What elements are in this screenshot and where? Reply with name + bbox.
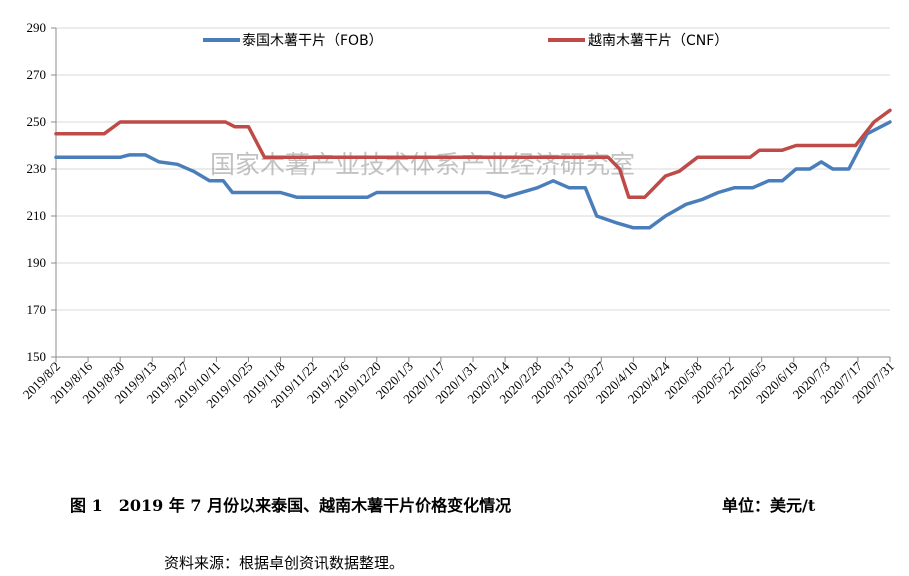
- unit-label: 单位：美元/t: [722, 496, 816, 515]
- y-tick-label: 250: [27, 114, 47, 129]
- legend-label-thailand: 泰国木薯干片（FOB）: [242, 33, 383, 49]
- watermark: 国家木薯产业技术体系产业经济研究室: [210, 150, 635, 179]
- y-axis-ticks: 150 170 190 210 230 250 270 290: [27, 20, 56, 364]
- legend-label-vietnam: 越南木薯干片（CNF）: [588, 33, 728, 49]
- series-lines: [54, 108, 892, 230]
- legend: 泰国木薯干片（FOB） 越南木薯干片（CNF）: [203, 33, 728, 49]
- y-tick-label: 230: [27, 161, 47, 176]
- y-tick-label: 210: [27, 208, 47, 223]
- y-tick-label: 290: [27, 20, 47, 35]
- y-tick-label: 150: [27, 349, 47, 364]
- y-tick-label: 190: [27, 255, 47, 270]
- series-line-thailand-fob: [54, 120, 892, 230]
- source-note: 资料来源：根据卓创资讯数据整理。: [164, 554, 405, 572]
- y-tick-label: 170: [27, 302, 47, 317]
- series-line-vietnam-cnf: [54, 108, 892, 199]
- y-tick-label: 270: [27, 67, 47, 82]
- figure-caption: 图 1 2019 年 7 月份以来泰国、越南木薯干片价格变化情况: [70, 496, 512, 515]
- line-chart: 150 170 190 210 230 250 270 290 2019/8/22019/8/…: [20, 20, 897, 411]
- x-axis-ticks: 2019/8/22019/8/162019/8/302019/9/132019/…: [20, 357, 897, 411]
